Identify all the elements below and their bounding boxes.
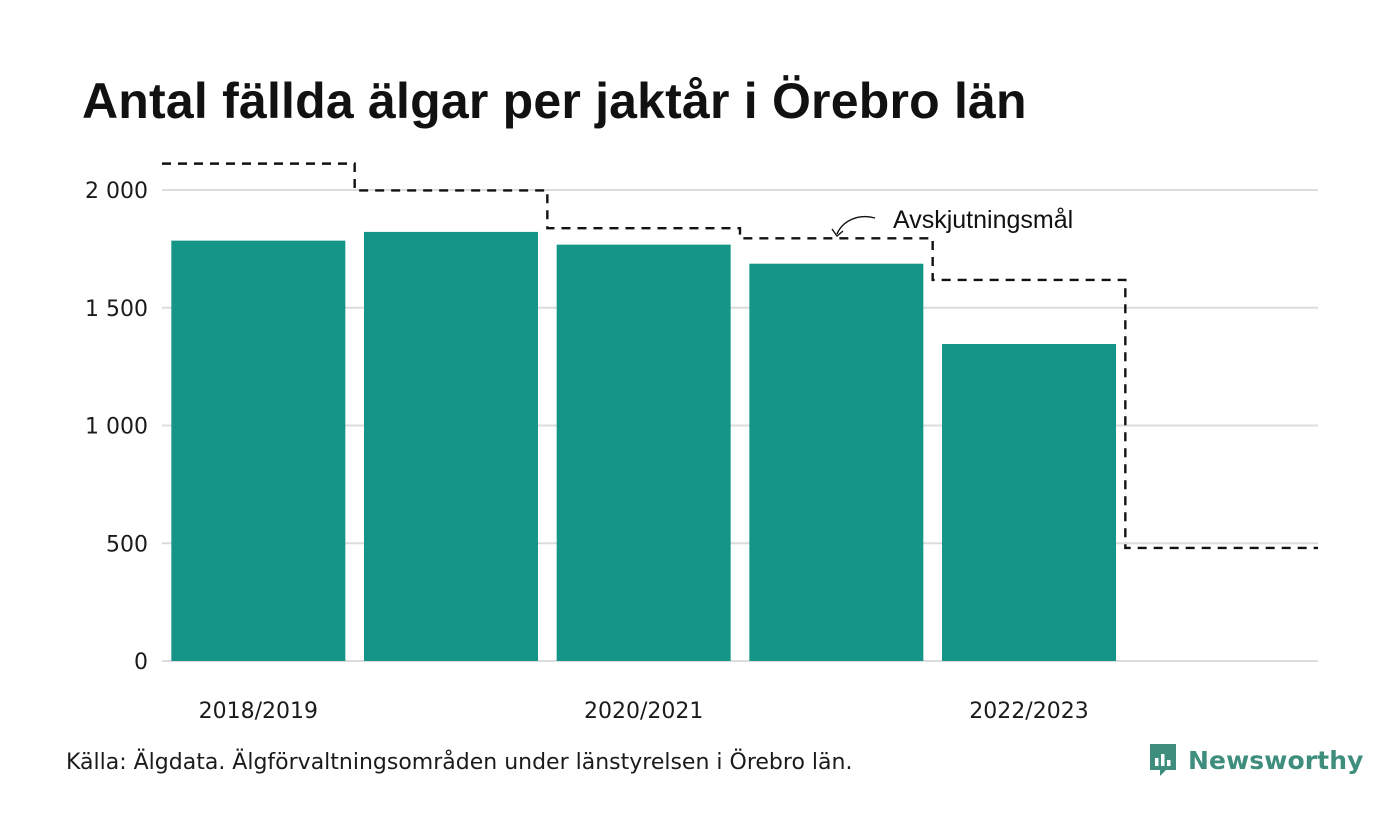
target-step-line [162, 162, 1318, 550]
brand-logo: Newsworthy [1148, 742, 1364, 778]
x-tick-label: 2018/2019 [199, 699, 318, 724]
gridlines [162, 189, 1318, 662]
newsworthy-logo-icon [1150, 744, 1176, 776]
source-note: Källa: Älgdata. Älgförvaltningsområden u… [66, 750, 853, 775]
annotation-arrowhead [831, 228, 844, 238]
brand-name: Newsworthy [1188, 745, 1364, 775]
bar [556, 244, 731, 662]
x-axis-ticks: 2018/2019 2020/2021 2022/2023 [199, 699, 1089, 724]
x-tick-label: 2022/2023 [969, 699, 1088, 724]
target-line [162, 162, 1318, 550]
y-tick-label: 1 500 [85, 297, 148, 322]
y-tick-label: 2 000 [85, 179, 148, 204]
chart-title: Antal fällda älgar per jaktår i Örebro l… [82, 73, 1027, 129]
target-label: Avskjutningsmål [893, 206, 1073, 234]
y-tick-label: 500 [106, 532, 148, 557]
x-tick-label: 2020/2021 [584, 699, 703, 724]
bars [171, 231, 1116, 662]
annotation-arrow [836, 216, 876, 235]
bar [749, 263, 924, 661]
bar [942, 344, 1116, 661]
target-annotation: Avskjutningsmål [831, 206, 1073, 238]
bar [364, 231, 538, 661]
y-axis-ticks: 0 500 1 000 1 500 2 000 [85, 179, 148, 675]
y-tick-label: 0 [134, 650, 148, 675]
bar [171, 240, 346, 661]
y-tick-label: 1 000 [85, 415, 148, 440]
